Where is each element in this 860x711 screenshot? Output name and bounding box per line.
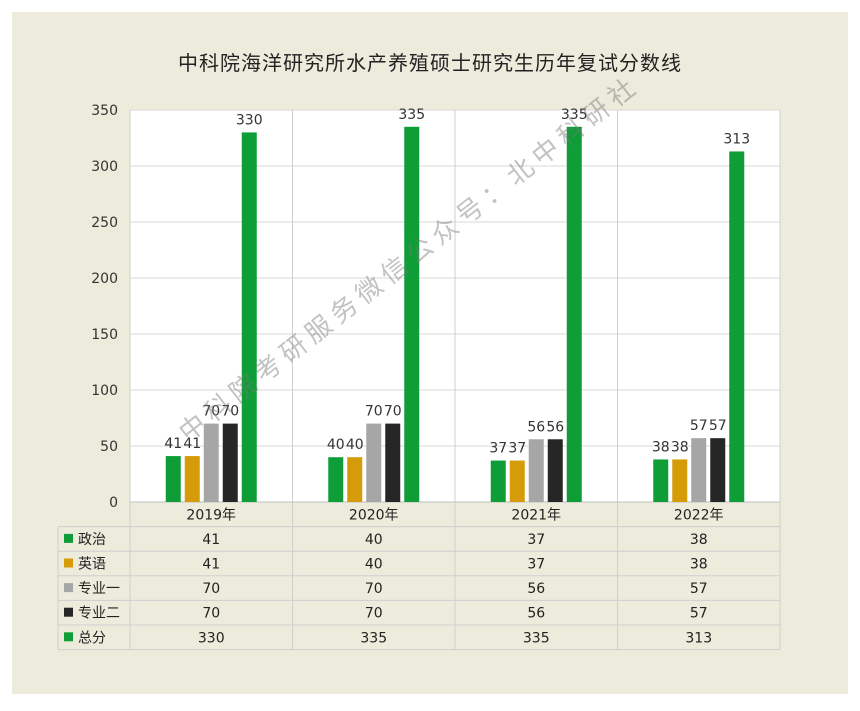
- data-label: 38: [671, 439, 689, 455]
- bar: [165, 456, 181, 502]
- data-label: 70: [202, 404, 220, 420]
- bar: [203, 423, 219, 502]
- table-cell: 41: [202, 557, 220, 573]
- legend-key: [64, 607, 73, 617]
- table-cell: 70: [202, 581, 220, 597]
- table-cell: 70: [365, 581, 383, 597]
- data-label: 313: [723, 131, 750, 147]
- table-series-label: 英语: [78, 556, 106, 573]
- bar: [672, 459, 688, 502]
- table-cell: 56: [527, 581, 545, 597]
- data-label: 330: [236, 112, 263, 128]
- table-cell: 70: [202, 606, 220, 622]
- table-series-label: 专业二: [78, 606, 120, 622]
- table-cell: 335: [523, 630, 550, 646]
- data-label: 41: [164, 436, 182, 452]
- table-cell: 335: [360, 630, 387, 646]
- x-tick-label: 2019年: [186, 507, 236, 523]
- x-tick-label: 2020年: [349, 507, 399, 523]
- bar: [710, 438, 726, 502]
- table-cell: 70: [365, 606, 383, 622]
- table-cell: 40: [365, 532, 383, 548]
- x-tick-label: 2022年: [674, 507, 724, 523]
- data-label: 70: [221, 404, 239, 420]
- chart-title: 中科院海洋研究所水产养殖硕士研究生历年复试分数线: [178, 51, 682, 75]
- bar: [347, 457, 363, 502]
- bar: [385, 423, 401, 502]
- y-tick-label: 150: [91, 327, 118, 343]
- y-tick-label: 0: [109, 495, 118, 511]
- legend-key: [64, 583, 73, 593]
- table-cell: 41: [202, 532, 220, 548]
- legend-key: [64, 558, 73, 568]
- data-label: 40: [346, 437, 364, 453]
- table-cell: 330: [198, 630, 225, 646]
- bar: [729, 151, 745, 502]
- data-label: 70: [365, 404, 383, 420]
- table-series-label: 政治: [78, 532, 106, 548]
- y-tick-label: 50: [100, 439, 118, 455]
- bar: [490, 460, 506, 502]
- bar: [184, 456, 200, 502]
- data-label: 57: [709, 418, 727, 434]
- y-tick-label: 200: [91, 271, 118, 287]
- bar: [222, 423, 238, 502]
- legend-key: [64, 632, 73, 642]
- table-cell: 38: [690, 557, 708, 573]
- bar: [328, 457, 344, 502]
- data-label: 37: [508, 441, 526, 457]
- data-label: 37: [489, 441, 507, 457]
- y-tick-label: 250: [91, 215, 118, 231]
- table-cell: 37: [527, 532, 545, 548]
- data-label: 56: [546, 419, 564, 435]
- data-label: 56: [527, 419, 545, 435]
- bar: [528, 439, 544, 502]
- table-cell: 57: [690, 581, 708, 597]
- table-series-label: 总分: [78, 630, 106, 646]
- bar: [691, 438, 707, 502]
- bar: [366, 423, 382, 502]
- data-label: 335: [398, 107, 425, 123]
- table-cell: 38: [690, 532, 708, 548]
- y-tick-label: 100: [91, 383, 118, 399]
- table-cell: 57: [690, 606, 708, 622]
- table-series-label: 专业一: [78, 581, 120, 597]
- y-tick-label: 350: [91, 103, 118, 119]
- data-label: 335: [561, 107, 588, 123]
- data-label: 40: [327, 437, 345, 453]
- bar: [509, 460, 525, 502]
- data-label: 38: [652, 439, 670, 455]
- bar: [653, 459, 669, 502]
- table-cell: 56: [527, 606, 545, 622]
- legend-key: [64, 533, 73, 543]
- bar: [241, 132, 257, 502]
- table-cell: 40: [365, 557, 383, 573]
- x-tick-label: 2021年: [511, 507, 561, 523]
- data-label: 57: [690, 418, 708, 434]
- bar: [547, 439, 563, 502]
- y-tick-label: 300: [91, 159, 118, 175]
- table-cell: 37: [527, 557, 545, 573]
- data-label: 70: [384, 404, 402, 420]
- data-label: 41: [183, 436, 201, 452]
- bar: [404, 126, 420, 503]
- bar: [566, 126, 582, 503]
- table-cell: 313: [685, 630, 712, 646]
